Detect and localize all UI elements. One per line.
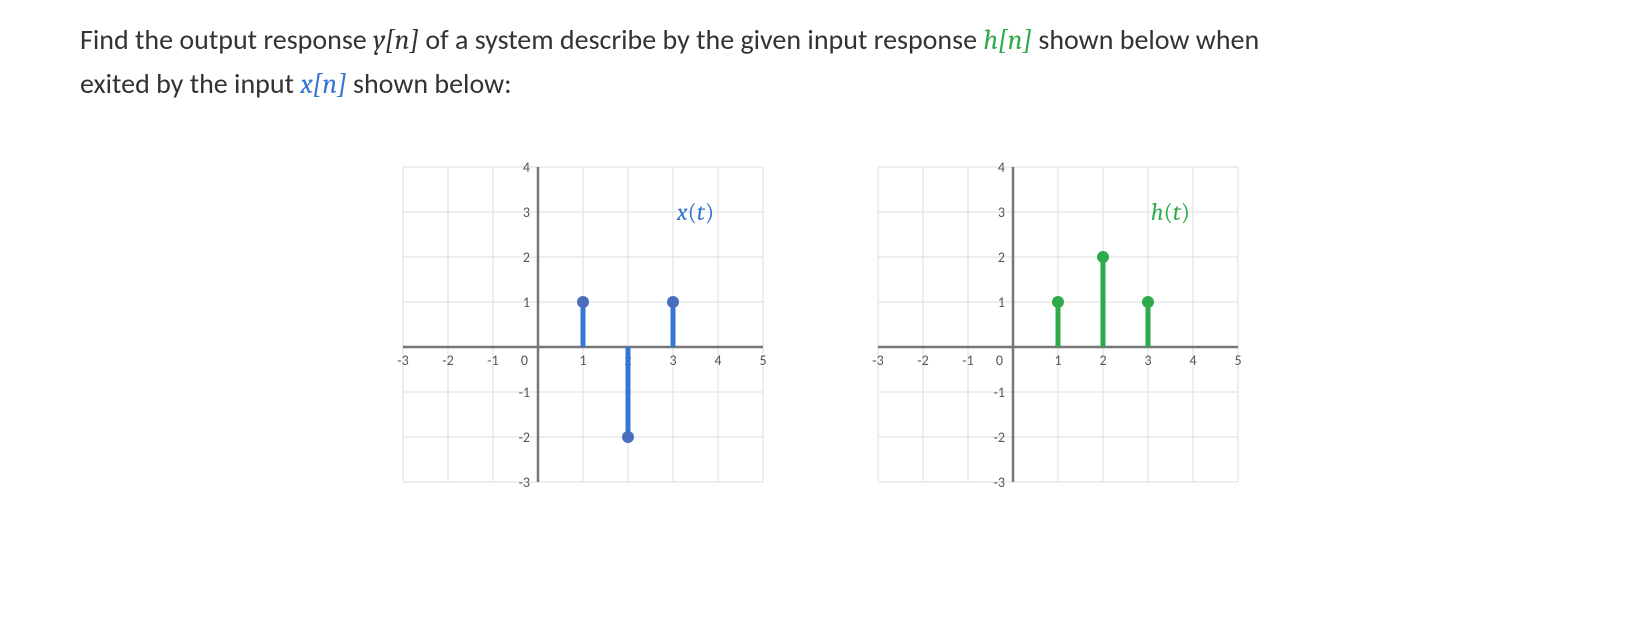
chart-x-svg: -3-2-10123451234-1-2-3x(t) [393,157,773,492]
chart-x-ytick-label: -2 [518,429,529,446]
chart-h-ytick-label: -2 [993,429,1004,446]
chart-x-stem-dot [667,296,679,308]
q-y-n: y[n] [373,24,419,56]
chart-h-xtick-label: 5 [1234,352,1241,369]
chart-x-xtick-label: 4 [714,352,721,369]
chart-x-ytick-label: 1 [522,294,529,311]
chart-x-ytick-label: -1 [518,384,529,401]
chart-x-xtick-label: 1 [579,352,586,369]
chart-h-xtick-label: 1 [1054,352,1061,369]
chart-x-title: x(t) [675,198,713,226]
page-root: Find the output response y[n] of a syste… [0,0,1640,512]
chart-h-stem-dot [1097,251,1109,263]
chart-x-xtick-label: 5 [759,352,766,369]
chart-x-xtick-label: -2 [442,352,453,369]
q-line2-prefix: exited by the input [80,66,300,101]
chart-x-stem-dot [577,296,589,308]
chart-h-ytick-label: 2 [997,249,1004,266]
chart-h-xtick-label: 4 [1189,352,1196,369]
chart-h-xtick-label: 2 [1099,352,1106,369]
chart-h-ytick-label: -3 [993,474,1004,491]
chart-x: -3-2-10123451234-1-2-3x(t) [393,157,773,492]
chart-h-ytick-label: 4 [997,159,1004,176]
charts-row: -3 -2 -1 0 1 2 3 4 5 1 2 3 4 -1 -2 -3 x(t) -3 -2 -1 0 1 2 3 4 5 1… [80,157,1560,492]
chart-x-xtick-label: 0 [520,352,527,369]
chart-h-xtick-label: 0 [995,352,1002,369]
q-line1-suffix: shown below when [1032,22,1259,57]
chart-x-ytick-label: 2 [522,249,529,266]
chart-h-xtick-label: -1 [962,352,973,369]
q-line1-mid: of a system describe by the given input … [419,22,983,57]
chart-x-xtick-label: 3 [669,352,676,369]
chart-h-ytick-label: 3 [997,204,1004,221]
chart-x-xtick-label: -3 [397,352,408,369]
chart-x-ytick-label: 3 [522,204,529,221]
q-line2-suffix: shown below: [347,66,512,101]
chart-x-ytick-label: 4 [522,159,529,176]
chart-h-stem-dot [1142,296,1154,308]
chart-h-xtick-label: 3 [1144,352,1151,369]
chart-x-stem-dot [622,431,634,443]
chart-h-title: h(t) [1150,198,1189,226]
chart-h-ytick-label: 1 [997,294,1004,311]
chart-h-xtick-label: -3 [872,352,883,369]
chart-h-stem-dot [1052,296,1064,308]
chart-x-ytick-label: -3 [518,474,529,491]
q-line1-prefix: Find the output response [80,22,373,57]
chart-h-xtick-label: -2 [917,352,928,369]
q-x-n: x[n] [300,68,346,100]
chart-x-xtick-label: -1 [487,352,498,369]
q-h-n: h[n] [983,24,1032,56]
question-text: Find the output response y[n] of a syste… [80,18,1560,107]
chart-h: -3 -2 -1 0 1 2 3 4 5 1 2 3 4 -1 -2 -3 h(t) [868,157,1248,492]
chart-h-svg: -3 -2 -1 0 1 2 3 4 5 1 2 3 4 -1 -2 -3 h(t) [868,157,1248,492]
chart-h-ytick-label: -1 [993,384,1004,401]
